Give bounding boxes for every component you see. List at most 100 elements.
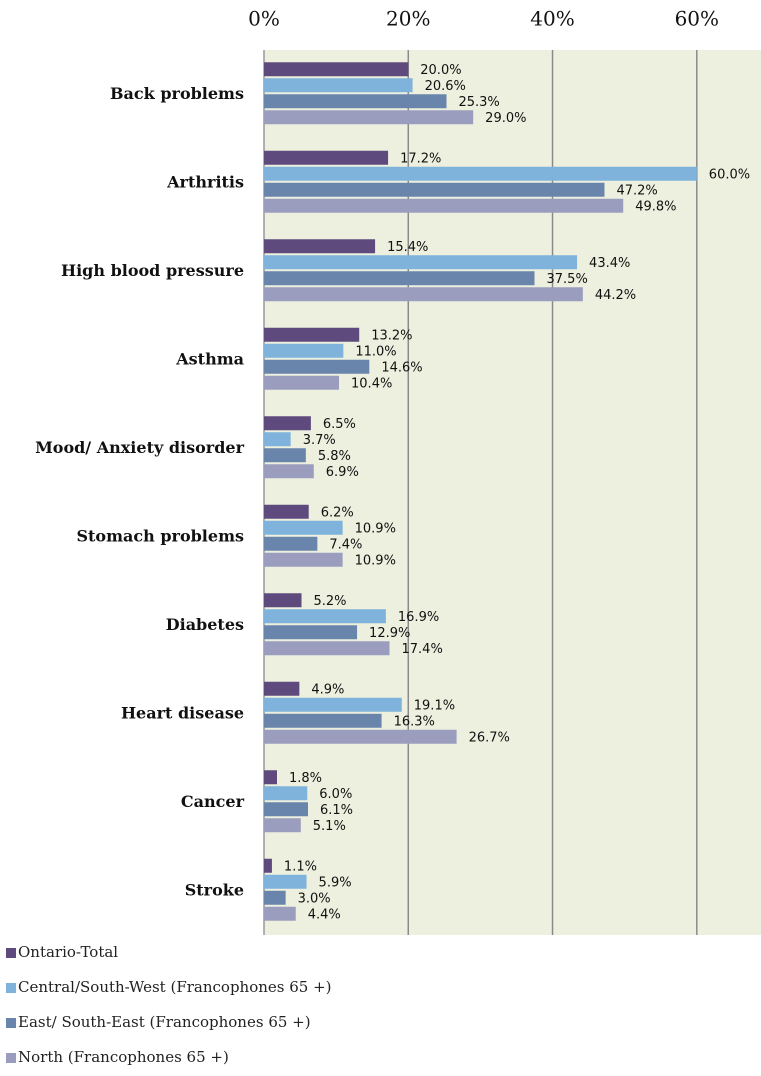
data-label: 47.2% — [616, 183, 657, 198]
bar — [264, 271, 535, 286]
bar — [264, 552, 343, 567]
bar — [264, 62, 409, 77]
data-label: 16.9% — [398, 610, 439, 625]
bar — [264, 182, 605, 197]
bar — [264, 239, 376, 254]
legend-swatch — [6, 948, 16, 958]
x-tick-label: 0% — [248, 7, 280, 31]
bar — [264, 874, 307, 889]
bar — [264, 818, 301, 833]
bar — [264, 906, 296, 921]
bar — [264, 770, 277, 785]
bar — [264, 150, 389, 165]
bar — [264, 786, 308, 801]
bar — [264, 327, 360, 342]
data-label: 10.9% — [355, 521, 396, 536]
y-tick-label: Back problems — [110, 84, 244, 103]
x-tick-label: 60% — [675, 7, 719, 31]
bar — [264, 641, 390, 656]
data-label: 14.6% — [381, 360, 422, 375]
data-label: 1.8% — [289, 771, 322, 786]
bar — [264, 432, 291, 447]
legend-label: North (Francophones 65 +) — [18, 1048, 229, 1066]
bar — [264, 504, 309, 519]
data-label: 25.3% — [458, 95, 499, 110]
bar — [264, 287, 583, 302]
data-label: 29.0% — [485, 111, 526, 126]
bar — [264, 520, 343, 535]
legend-swatch — [6, 983, 16, 993]
bar — [264, 858, 272, 873]
data-label: 5.9% — [319, 875, 352, 890]
plot-area — [264, 50, 761, 935]
bar — [264, 255, 578, 270]
bar — [264, 448, 306, 463]
bar — [264, 375, 340, 390]
bar — [264, 536, 318, 551]
y-tick-label: Diabetes — [166, 615, 244, 634]
data-label: 19.1% — [414, 698, 455, 713]
bar — [264, 198, 624, 213]
data-label: 7.4% — [329, 537, 362, 552]
y-tick-label: Asthma — [175, 349, 244, 368]
bar — [264, 625, 358, 640]
bar — [264, 78, 413, 93]
legend-swatch — [6, 1053, 16, 1063]
data-label: 5.2% — [314, 594, 347, 609]
x-tick-label: 20% — [386, 7, 430, 31]
data-label: 15.4% — [387, 240, 428, 255]
data-label: 11.0% — [355, 344, 396, 359]
data-label: 60.0% — [709, 167, 750, 182]
y-tick-label: Mood/ Anxiety disorder — [35, 438, 245, 457]
y-tick-label: Arthritis — [166, 172, 244, 191]
data-label: 37.5% — [547, 272, 588, 287]
data-label: 17.4% — [402, 642, 443, 657]
legend-swatch — [6, 1018, 16, 1028]
bar — [264, 697, 402, 712]
bar — [264, 593, 302, 608]
bar — [264, 713, 382, 728]
bar — [264, 890, 286, 905]
bar — [264, 416, 311, 431]
data-label: 49.8% — [635, 199, 676, 214]
bar — [264, 802, 309, 817]
bar — [264, 343, 344, 358]
data-label: 4.9% — [311, 682, 344, 697]
data-label: 20.6% — [425, 79, 466, 94]
data-label: 6.9% — [326, 465, 359, 480]
bar — [264, 729, 457, 744]
y-tick-label: Heart disease — [121, 703, 244, 722]
data-label: 6.2% — [321, 505, 354, 520]
data-label: 3.0% — [298, 891, 331, 906]
data-label: 1.1% — [284, 859, 317, 874]
legend-label: Ontario-Total — [18, 943, 118, 961]
data-label: 10.9% — [355, 553, 396, 568]
bar — [264, 681, 300, 696]
data-label: 13.2% — [371, 328, 412, 343]
data-label: 26.7% — [469, 730, 510, 745]
bar — [264, 166, 697, 181]
data-label: 3.7% — [303, 433, 336, 448]
data-label: 6.1% — [320, 803, 353, 818]
data-label: 17.2% — [400, 151, 441, 166]
legend-label: Central/South-West (Francophones 65 +) — [18, 978, 332, 996]
data-label: 43.4% — [589, 256, 630, 271]
y-tick-label: Stroke — [185, 880, 244, 899]
data-label: 12.9% — [369, 626, 410, 641]
y-tick-label: Stomach problems — [76, 526, 244, 545]
data-label: 16.3% — [394, 714, 435, 729]
data-label: 44.2% — [595, 288, 636, 303]
x-tick-label: 40% — [530, 7, 574, 31]
y-tick-label: Cancer — [181, 792, 245, 811]
bar — [264, 110, 474, 125]
legend-label: East/ South-East (Francophones 65 +) — [18, 1013, 311, 1031]
data-label: 6.0% — [319, 787, 352, 802]
data-label: 5.8% — [318, 449, 351, 464]
bar — [264, 94, 447, 109]
bar — [264, 609, 386, 624]
data-label: 4.4% — [308, 907, 341, 922]
bar — [264, 464, 314, 479]
data-label: 6.5% — [323, 417, 356, 432]
data-label: 10.4% — [351, 376, 392, 391]
